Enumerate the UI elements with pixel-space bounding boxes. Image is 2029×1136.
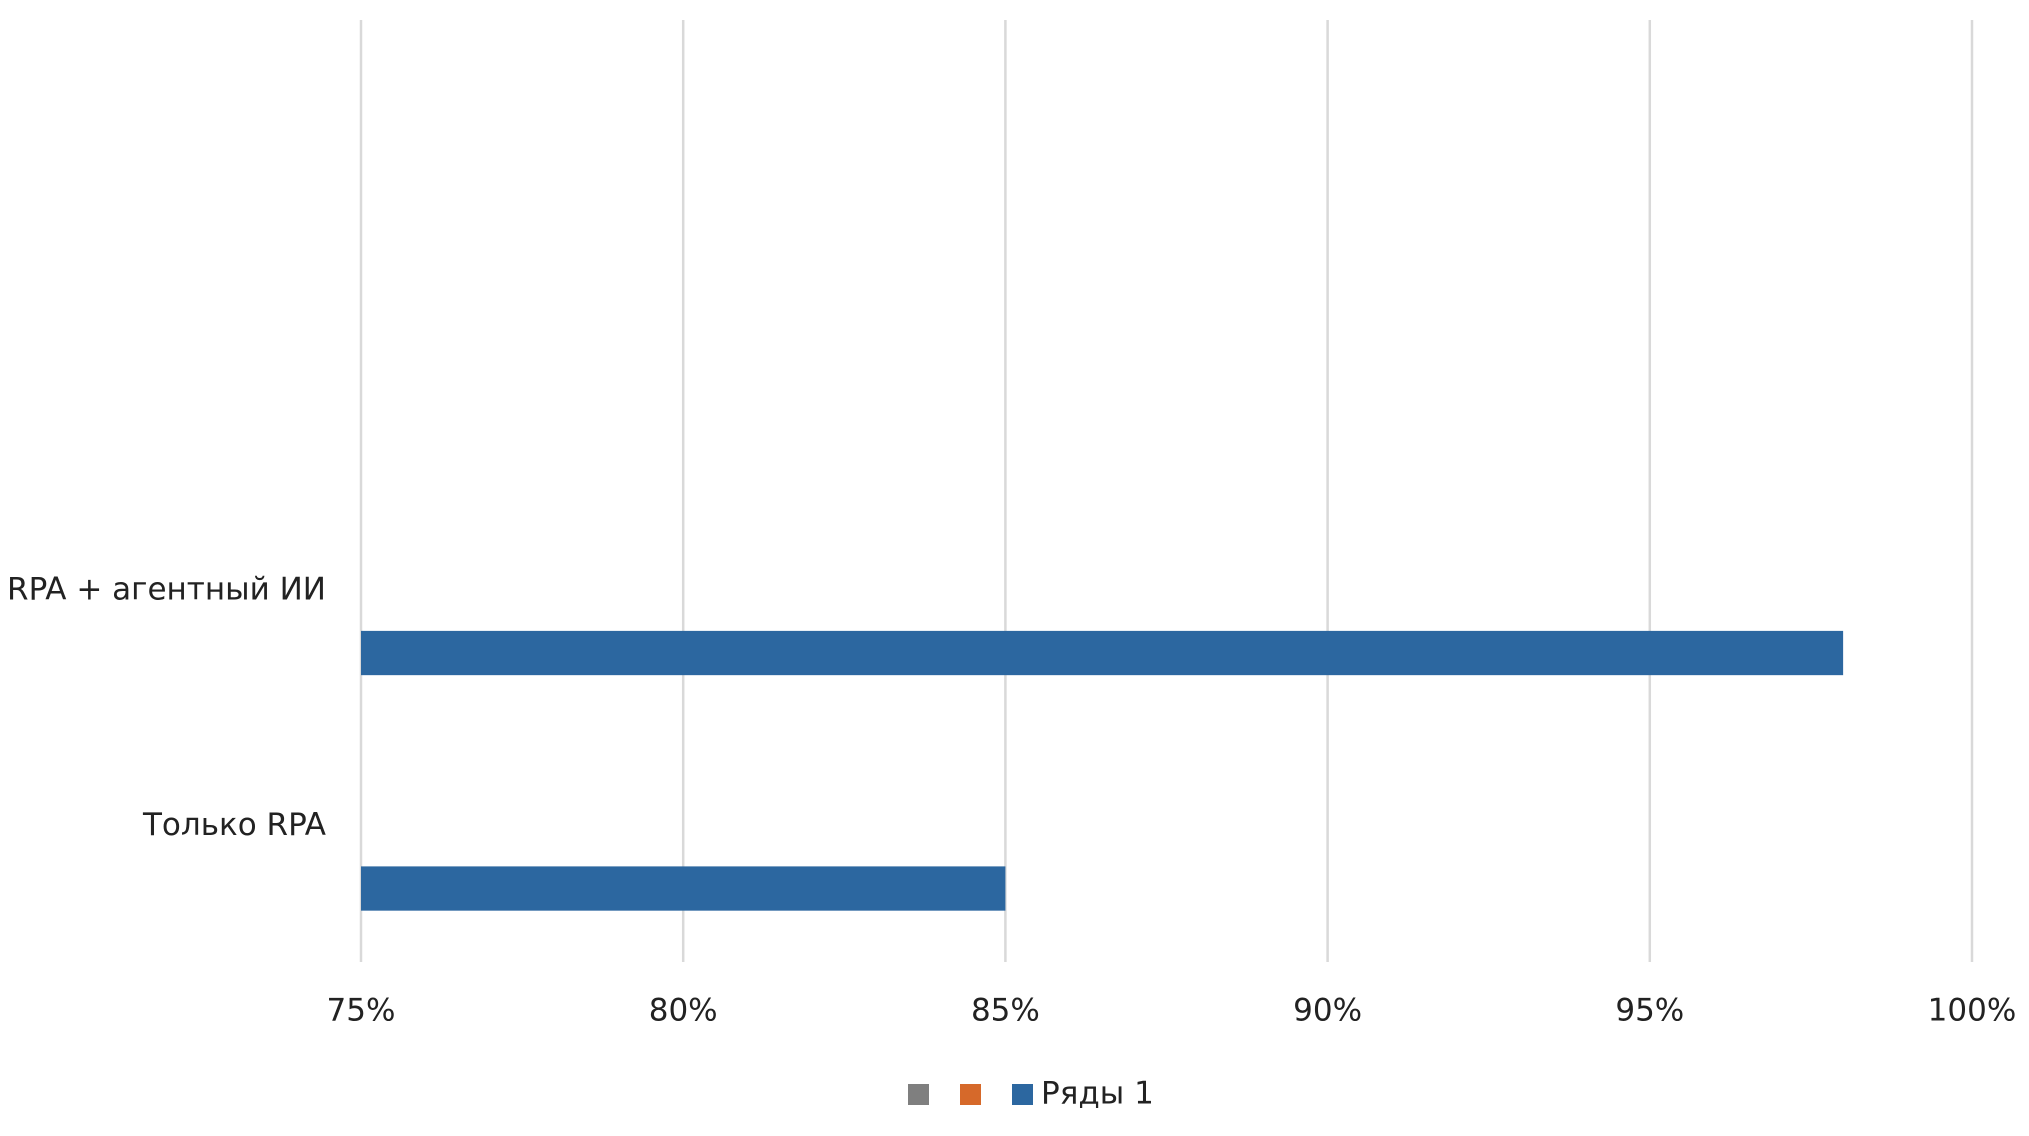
legend-swatch bbox=[960, 1084, 981, 1105]
y-tick-label: Только RPA bbox=[142, 807, 326, 843]
x-tick-label: 75% bbox=[327, 993, 396, 1029]
x-tick-label: 90% bbox=[1293, 993, 1362, 1029]
legend-label: Ряды 1 bbox=[1041, 1076, 1154, 1112]
y-tick-label: RPA + агентный ИИ bbox=[7, 571, 326, 607]
x-tick-label: 100% bbox=[1928, 993, 2017, 1029]
bar bbox=[361, 630, 1844, 676]
x-tick-label: 80% bbox=[649, 993, 718, 1029]
bar bbox=[361, 866, 1006, 911]
legend-swatch bbox=[1012, 1084, 1033, 1105]
x-tick-label: 95% bbox=[1615, 993, 1684, 1029]
legend-swatch bbox=[908, 1084, 929, 1105]
x-tick-label: 85% bbox=[971, 993, 1040, 1029]
